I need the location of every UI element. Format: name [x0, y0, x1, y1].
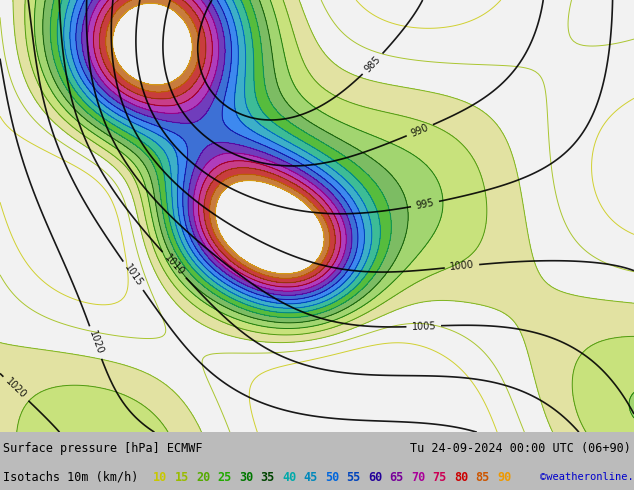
Text: 80: 80 [110, 74, 125, 89]
Text: 75: 75 [432, 471, 447, 484]
Text: 60: 60 [251, 137, 265, 149]
Text: 985: 985 [363, 54, 383, 74]
Text: 75: 75 [120, 89, 135, 102]
Text: 20: 20 [196, 471, 210, 484]
Text: 25: 25 [217, 471, 232, 484]
Text: 1005: 1005 [411, 321, 436, 332]
Text: 55: 55 [347, 471, 361, 484]
Text: 70: 70 [302, 174, 316, 188]
Text: 65: 65 [210, 86, 223, 100]
Text: 10: 10 [614, 99, 629, 114]
Text: 10: 10 [153, 471, 167, 484]
Text: 80: 80 [454, 471, 469, 484]
Text: 35: 35 [337, 135, 351, 148]
Text: 90: 90 [111, 55, 125, 69]
Text: Isotachs 10m (km/h): Isotachs 10m (km/h) [3, 471, 138, 484]
Text: 65: 65 [285, 158, 299, 172]
Text: 1015: 1015 [122, 263, 145, 289]
Text: 30: 30 [239, 471, 253, 484]
Text: 10: 10 [292, 357, 304, 368]
Text: 995: 995 [415, 197, 435, 211]
Text: 10: 10 [487, 0, 501, 14]
Text: 60: 60 [368, 471, 382, 484]
Text: 90: 90 [497, 471, 511, 484]
Text: 50: 50 [325, 471, 339, 484]
Text: 65: 65 [389, 471, 404, 484]
Text: 20: 20 [401, 82, 414, 93]
Text: 85: 85 [105, 56, 117, 70]
Text: 70: 70 [411, 471, 425, 484]
Text: 45: 45 [249, 64, 259, 75]
Text: Surface pressure [hPa] ECMWF: Surface pressure [hPa] ECMWF [3, 442, 202, 455]
Text: 15: 15 [513, 412, 526, 426]
Text: 25: 25 [155, 416, 169, 431]
Text: 40: 40 [282, 471, 296, 484]
Text: 40: 40 [155, 189, 165, 202]
Text: 1010: 1010 [162, 252, 186, 277]
Text: 90: 90 [283, 187, 298, 200]
Text: 25: 25 [287, 25, 299, 38]
Text: 80: 80 [295, 182, 310, 196]
Text: 30: 30 [624, 393, 634, 406]
Text: 85: 85 [282, 180, 297, 194]
Text: 15: 15 [150, 296, 162, 310]
Text: 15: 15 [564, 2, 575, 15]
Text: 35: 35 [261, 471, 275, 484]
Text: ©weatheronline.co.uk: ©weatheronline.co.uk [540, 472, 634, 482]
Text: 1020: 1020 [87, 329, 105, 356]
Text: 1000: 1000 [450, 260, 475, 272]
Text: 15: 15 [543, 122, 553, 134]
Text: 10: 10 [53, 152, 68, 165]
Text: 85: 85 [476, 471, 489, 484]
Text: 25: 25 [573, 412, 586, 426]
Text: 45: 45 [304, 471, 318, 484]
Text: 30: 30 [372, 132, 386, 145]
Text: 55: 55 [231, 76, 242, 89]
Text: 70: 70 [209, 67, 221, 81]
Text: 75: 75 [289, 172, 304, 186]
Text: 15: 15 [174, 471, 189, 484]
Text: 990: 990 [410, 122, 430, 139]
Text: 1020: 1020 [4, 377, 29, 401]
Text: 50: 50 [127, 122, 141, 136]
Text: 20: 20 [84, 143, 98, 157]
Text: 20: 20 [22, 343, 35, 353]
Text: Tu 24-09-2024 00:00 UTC (06+90): Tu 24-09-2024 00:00 UTC (06+90) [410, 442, 631, 455]
